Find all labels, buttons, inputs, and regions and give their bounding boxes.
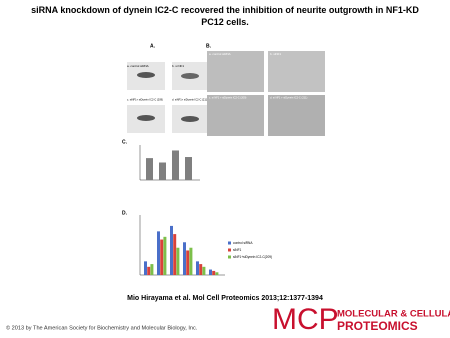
subpanel-label: d. si NF1 + siDynein IC2-C (211) — [270, 96, 307, 100]
micrograph — [207, 95, 264, 136]
bar — [209, 269, 212, 275]
legend-label: control siRNA — [233, 241, 253, 245]
bar — [183, 242, 186, 275]
legend-label: siNF1 — [233, 248, 242, 252]
bar — [147, 266, 151, 275]
panel-label: D. — [122, 210, 128, 216]
bar — [157, 231, 160, 275]
bar — [189, 247, 193, 275]
copyright: © 2013 by The American Society for Bioch… — [6, 324, 198, 331]
subpanel-label: a. control siRNA — [127, 64, 149, 68]
subpanel-label: c. si NF1 + siDynein IC2-C (209) — [209, 96, 247, 100]
spot — [181, 116, 199, 122]
bar — [185, 157, 192, 180]
bar — [186, 250, 190, 275]
subpanel-label: b. si NF1 — [172, 64, 184, 68]
bar — [176, 247, 180, 275]
spot — [181, 73, 199, 79]
subpanel-label: b. siNF1 — [270, 52, 282, 56]
bar — [172, 150, 179, 180]
spot — [137, 72, 155, 78]
legend-swatch — [228, 255, 231, 259]
micrograph — [268, 95, 325, 136]
bar — [144, 261, 147, 275]
subpanel-label: c. siNF1+ siDynein IC2-C (209) — [127, 98, 163, 102]
bar — [212, 270, 216, 275]
bar — [170, 225, 173, 275]
panel-label: A. — [150, 43, 156, 49]
panel-label: C. — [122, 139, 128, 145]
subpanel-label: d. siNF1+ siDynein IC2-C (211) — [172, 98, 208, 102]
legend-label: siNF1+siDynein IC2-C(209) — [233, 255, 272, 259]
bar — [202, 266, 206, 275]
bar — [159, 162, 166, 180]
bar — [146, 158, 153, 180]
micrograph — [207, 51, 264, 92]
bar — [163, 236, 167, 275]
bar — [199, 264, 203, 275]
spot — [137, 115, 155, 121]
bar — [173, 234, 177, 275]
panel-a: A. a. control siRNA b. si NF1 c. siNF1+ … — [127, 43, 210, 133]
panel-b: B. a. control siRNA b. siNF1 c. si NF1 +… — [206, 43, 325, 136]
bar — [196, 261, 199, 275]
legend-swatch — [228, 241, 231, 245]
logo-line: MOLECULAR & CELLULAR — [337, 309, 450, 320]
citation: Mio Hirayama et al. Mol Cell Proteomics … — [127, 295, 323, 302]
title: siRNA knockdown of dynein IC2-C recovere… — [31, 5, 419, 27]
bar — [150, 264, 154, 275]
bar — [215, 272, 219, 275]
panel-label: B. — [206, 43, 212, 49]
legend-swatch — [228, 248, 231, 252]
title-box: siRNA knockdown of dynein IC2-C recovere… — [31, 5, 419, 27]
micrograph — [268, 51, 325, 92]
logo-line: PROTEOMICS — [337, 319, 418, 333]
bar — [160, 239, 164, 275]
logo: MCP — [272, 303, 339, 336]
subpanel-label: a. control siRNA — [209, 52, 231, 56]
